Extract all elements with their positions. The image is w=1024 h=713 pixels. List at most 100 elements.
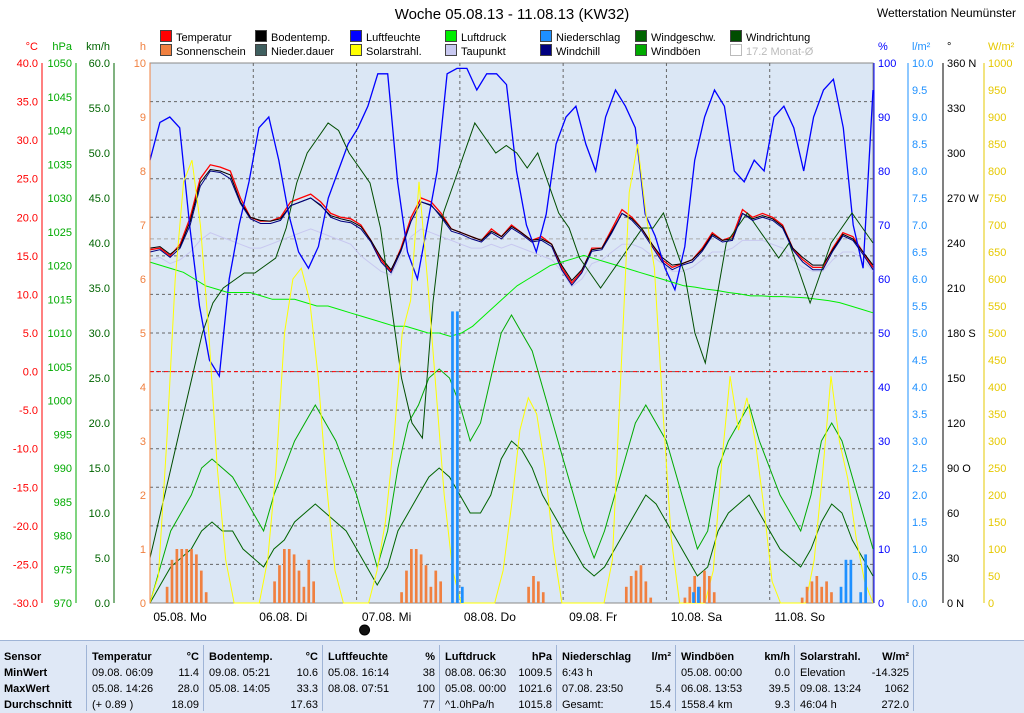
stats-col-name: Temperatur <box>92 651 152 663</box>
bar-sonnenschein <box>312 581 315 603</box>
axis-tick-label: 0 <box>878 598 884 610</box>
legend-item-bodentemp[interactable]: Bodentemp. <box>255 30 330 45</box>
axis-tick-label: 90 O <box>947 463 971 475</box>
legend-swatch <box>350 30 362 42</box>
x-tick-label: 05.08. Mo <box>153 610 207 624</box>
axis-tick-label: 1040 <box>48 126 72 138</box>
bar-sonnenschein <box>800 597 804 603</box>
legend-item-monat-avg[interactable]: 17.2 Monat-Ø <box>730 44 813 59</box>
stats-avg-note: (+ 0.89 ) <box>92 699 134 711</box>
legend-item-luftdruck[interactable]: Luftdruck <box>445 30 506 45</box>
axis-tick-label: 1000 <box>988 58 1012 70</box>
legend-item-sonnenschein[interactable]: Sonnenschein <box>160 44 246 59</box>
bar-sonnenschein <box>287 549 291 603</box>
axis-tick-label: 0 <box>988 598 994 610</box>
stats-avg-value: 77 <box>422 699 435 711</box>
stats-col-unit: °C <box>305 651 318 663</box>
bar-sonnenschein <box>712 592 716 603</box>
legend-swatch <box>635 30 647 42</box>
axis-tick-label: 0.5 <box>912 571 927 583</box>
bar-sonnenschein <box>199 570 203 603</box>
axis-tick-label: 150 <box>947 373 965 385</box>
legend-item-solarstrahl[interactable]: Solarstrahl. <box>350 44 422 59</box>
axis-tick-label: -10.0 <box>13 444 38 456</box>
legend-item-temperatur[interactable]: Temperatur <box>160 30 232 45</box>
axis-tick-label: 40.0 <box>17 58 38 70</box>
weather-chart: °C40.035.030.025.020.015.010.05.00.0-5.0… <box>13 41 1015 636</box>
stats-col-unit: W/m² <box>882 651 909 663</box>
stats-min-value: 38 <box>422 667 435 679</box>
bar-sonnenschein <box>639 565 643 603</box>
bar-sonnenschein <box>302 586 306 603</box>
legend-item-windrichtung[interactable]: Windrichtung <box>730 30 810 45</box>
x-tick-label: 08.08. Do <box>464 610 516 624</box>
stats-col-bodentemp: Bodentemp. °C 09.08. 05:21 10.6 05.08. 14:… <box>205 645 323 711</box>
axis-wind: km/h 60.0 55.0 50.0 45.0 40.0 35.0 30.0 25.0 20.0… <box>86 41 115 610</box>
axis-tick-label: 900 <box>988 112 1006 124</box>
bar-sonnenschein <box>297 570 301 603</box>
axis-tick-label: 50.0 <box>89 148 110 160</box>
stats-avg-label: Durchschnitt <box>4 699 72 711</box>
stats-col-unit: l/m² <box>651 651 671 663</box>
stats-max-value: 5.4 <box>655 683 671 695</box>
bar-sonnenschein <box>537 581 540 603</box>
axis-tick-label: 15.0 <box>17 251 38 263</box>
stats-max-time: 09.08. 13:24 <box>800 683 862 695</box>
axis-tick-label: 5.0 <box>23 328 38 340</box>
legend-item-niederdauer[interactable]: Nieder.dauer <box>255 44 334 59</box>
stats-max-value: 39.5 <box>768 683 790 695</box>
axis-tick-label: -5.0 <box>19 405 38 417</box>
axis-tick-label: 5 <box>140 328 146 340</box>
bar-sonnenschein <box>825 581 828 603</box>
bar-sonnenschein <box>708 576 711 603</box>
x-tick-label: 10.08. Sa <box>671 610 723 624</box>
stats-max-value: 33.3 <box>296 683 318 695</box>
legend-item-taupunkt[interactable]: Taupunkt <box>445 44 506 59</box>
bar-niederschlag <box>849 559 853 603</box>
axis-tick-label: 55.0 <box>89 103 110 115</box>
bar-sonnenschein <box>629 576 633 603</box>
axis-tick-label: 40.0 <box>89 238 110 250</box>
legend-item-windchill[interactable]: Windchill <box>540 44 600 59</box>
axis-tick-label: 3 <box>140 436 146 448</box>
axis-tick-label: 1050 <box>48 58 72 70</box>
bar-sonnenschein <box>419 554 423 603</box>
axis-tick-label: 330 <box>947 103 965 115</box>
line-solarstrahl <box>149 143 874 604</box>
bar-niederschlag <box>839 586 843 603</box>
legend-item-windgeschw[interactable]: Windgeschw. <box>635 30 716 45</box>
axis-tick-label: 7.0 <box>912 220 927 232</box>
stats-max-time: 05.08. 14:05 <box>209 683 271 695</box>
legend-item-windboeen[interactable]: Windböen <box>635 44 701 59</box>
chart-title: Woche 05.08.13 - 11.08.13 (KW32) <box>394 6 630 23</box>
axis-tick-label: 1000 <box>48 396 72 408</box>
bar-sonnenschein <box>703 570 706 603</box>
stats-avg-value: 17.63 <box>290 699 318 711</box>
axis-rain: l/m² 10.0 9.5 9.0 8.5 8.0 7.5 7.0 6.5 6.0 5.5 5.0 4.… <box>907 41 933 610</box>
legend-swatch <box>160 44 172 56</box>
axis-tick-label: 6.5 <box>912 247 927 259</box>
stats-max-value: 100 <box>416 683 435 695</box>
axis-tick-label: 300 <box>947 148 965 160</box>
stats-max-label: MaxWert <box>4 683 50 695</box>
axis-tick-label: 550 <box>988 301 1006 313</box>
bar-sonnenschein <box>424 565 428 603</box>
axis-tick-label: 8.5 <box>912 139 927 151</box>
axis-tick-label: 0 <box>140 598 146 610</box>
chart-legend: Temperatur Bodentemp. Luftfeuchte Luftdr… <box>160 30 880 60</box>
bar-sonnenschein <box>400 592 403 603</box>
axis-tick-label: 15.0 <box>89 463 110 475</box>
legend-item-luftfeuchte[interactable]: Luftfeuchte <box>350 30 420 45</box>
series-solarstrahl <box>149 143 874 604</box>
axis-unit-label: % <box>878 41 888 53</box>
axis-tick-label: 40 <box>878 382 890 394</box>
bar-niederschlag <box>456 311 459 603</box>
x-tick-label: 06.08. Di <box>259 610 307 624</box>
axis-tick-label: 30 <box>878 436 890 448</box>
bar-sonnenschein <box>434 570 438 603</box>
axis-tick-label: 8.0 <box>912 166 927 178</box>
stats-col-unit: °C <box>186 651 199 663</box>
legend-item-niederschlag[interactable]: Niederschlag <box>540 30 620 45</box>
axis-tick-label: 0 N <box>947 598 964 610</box>
stats-min-value: -14.325 <box>871 667 909 679</box>
